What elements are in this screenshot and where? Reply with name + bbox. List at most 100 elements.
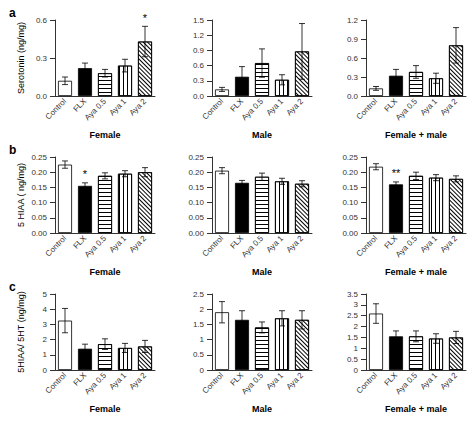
svg-text:2.5: 2.5 — [193, 290, 205, 299]
svg-text:0.25: 0.25 — [31, 153, 47, 162]
svg-text:2.5: 2.5 — [347, 311, 359, 320]
svg-text:1.2: 1.2 — [193, 31, 205, 40]
svg-text:Aya 0.5: Aya 0.5 — [83, 233, 109, 259]
svg-text:0.6: 0.6 — [347, 54, 359, 63]
svg-text:2: 2 — [43, 335, 48, 344]
svg-text:c: c — [9, 280, 16, 294]
svg-text:Control: Control — [44, 234, 69, 259]
svg-text:5HIAA/ 5HT (ng/mg): 5HIAA/ 5HT (ng/mg) — [16, 291, 26, 372]
svg-text:3: 3 — [354, 300, 359, 309]
svg-text:1.5: 1.5 — [193, 16, 205, 25]
svg-text:1.5: 1.5 — [347, 333, 359, 342]
svg-text:0.6: 0.6 — [193, 61, 205, 70]
svg-text:FLX: FLX — [71, 370, 88, 387]
svg-text:0.5: 0.5 — [193, 350, 205, 359]
svg-text:Aya 1: Aya 1 — [418, 233, 439, 254]
svg-text:0.3: 0.3 — [347, 73, 359, 82]
svg-text:0.05: 0.05 — [342, 213, 358, 222]
svg-text:**: ** — [392, 167, 401, 179]
svg-text:Control: Control — [201, 234, 226, 259]
svg-text:0.9: 0.9 — [193, 46, 205, 55]
svg-text:Aya 0.5: Aya 0.5 — [83, 370, 109, 396]
svg-text:0: 0 — [43, 366, 48, 375]
svg-text:Aya 0.5: Aya 0.5 — [240, 233, 266, 259]
svg-text:Aya 2: Aya 2 — [284, 96, 305, 117]
svg-text:1: 1 — [354, 344, 359, 353]
svg-text:FLX: FLX — [382, 96, 399, 113]
svg-text:Control: Control — [355, 97, 380, 122]
svg-text:Aya 2: Aya 2 — [438, 96, 459, 117]
svg-text:0.0: 0.0 — [36, 92, 48, 101]
svg-text:FLX: FLX — [71, 233, 88, 250]
svg-text:Aya 1: Aya 1 — [264, 96, 285, 117]
svg-text:Serotonin (ng/mg): Serotonin (ng/mg) — [16, 22, 26, 94]
svg-text:Aya 2: Aya 2 — [127, 96, 148, 117]
svg-text:0: 0 — [354, 366, 359, 375]
svg-text:FLX: FLX — [228, 233, 245, 250]
svg-text:Aya 1: Aya 1 — [107, 370, 128, 391]
svg-text:1.2: 1.2 — [347, 16, 359, 25]
svg-text:Male: Male — [252, 130, 272, 140]
svg-text:0.10: 0.10 — [31, 198, 47, 207]
svg-text:Male: Male — [252, 267, 272, 277]
svg-text:0.05: 0.05 — [31, 213, 47, 222]
svg-text:2: 2 — [354, 322, 359, 331]
svg-text:Control: Control — [201, 371, 226, 396]
svg-text:0.00: 0.00 — [188, 229, 204, 238]
svg-text:FLX: FLX — [228, 96, 245, 113]
svg-text:Female: Female — [89, 267, 120, 277]
svg-text:Aya 2: Aya 2 — [127, 370, 148, 391]
svg-text:2: 2 — [200, 305, 205, 314]
svg-text:Aya 2: Aya 2 — [284, 370, 305, 391]
svg-text:Aya 0.5: Aya 0.5 — [240, 96, 266, 122]
svg-text:FLX: FLX — [71, 96, 88, 113]
svg-text:0.6: 0.6 — [36, 16, 48, 25]
svg-text:0.15: 0.15 — [188, 183, 204, 192]
svg-text:0.00: 0.00 — [31, 229, 47, 238]
svg-text:0.0: 0.0 — [193, 92, 205, 101]
svg-text:Aya 0.5: Aya 0.5 — [394, 233, 420, 259]
svg-text:0.15: 0.15 — [342, 183, 358, 192]
svg-text:FLX: FLX — [228, 370, 245, 387]
svg-text:1: 1 — [200, 335, 205, 344]
svg-text:Control: Control — [355, 234, 380, 259]
svg-text:0.3: 0.3 — [193, 76, 205, 85]
svg-text:Aya 0.5: Aya 0.5 — [394, 370, 420, 396]
svg-text:0.9: 0.9 — [347, 35, 359, 44]
svg-text:1.5: 1.5 — [193, 320, 205, 329]
svg-text:Aya 1: Aya 1 — [107, 96, 128, 117]
svg-text:0.5: 0.5 — [347, 355, 359, 364]
svg-text:4: 4 — [43, 305, 48, 314]
svg-text:Aya 0.5: Aya 0.5 — [394, 96, 420, 122]
svg-text:0: 0 — [200, 366, 205, 375]
svg-text:0.20: 0.20 — [188, 168, 204, 177]
svg-text:Female + male: Female + male — [385, 404, 447, 414]
svg-text:5 HIAA ( ng/mg): 5 HIAA ( ng/mg) — [16, 163, 26, 227]
svg-text:0.25: 0.25 — [342, 153, 358, 162]
svg-text:0.10: 0.10 — [188, 198, 204, 207]
svg-text:Control: Control — [201, 97, 226, 122]
svg-text:*: * — [83, 168, 88, 180]
svg-text:0.05: 0.05 — [188, 213, 204, 222]
svg-text:b: b — [9, 143, 16, 157]
svg-text:Aya 2: Aya 2 — [127, 233, 148, 254]
svg-text:0.20: 0.20 — [31, 168, 47, 177]
svg-text:0.00: 0.00 — [342, 229, 358, 238]
svg-text:Aya 2: Aya 2 — [284, 233, 305, 254]
svg-text:0.15: 0.15 — [31, 183, 47, 192]
svg-text:Aya 0.5: Aya 0.5 — [240, 370, 266, 396]
svg-text:*: * — [143, 12, 148, 24]
svg-text:FLX: FLX — [382, 370, 399, 387]
svg-text:Female: Female — [89, 130, 120, 140]
svg-text:Female: Female — [89, 404, 120, 414]
svg-text:0.25: 0.25 — [188, 153, 204, 162]
svg-text:0.3: 0.3 — [36, 54, 48, 63]
svg-text:0.0: 0.0 — [347, 92, 359, 101]
svg-text:Female + male: Female + male — [385, 130, 447, 140]
svg-text:a: a — [9, 6, 16, 20]
svg-text:0.20: 0.20 — [342, 168, 358, 177]
svg-text:Aya 1: Aya 1 — [264, 233, 285, 254]
svg-text:Aya 1: Aya 1 — [418, 370, 439, 391]
svg-text:1: 1 — [43, 350, 48, 359]
svg-text:3: 3 — [43, 320, 48, 329]
